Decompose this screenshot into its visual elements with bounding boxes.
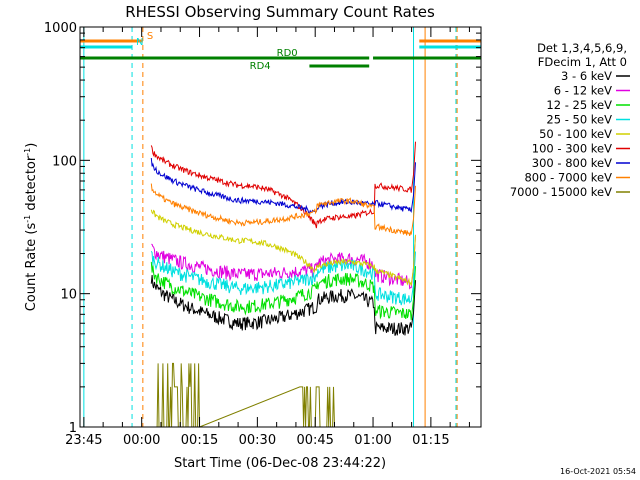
- series-line: [151, 234, 416, 290]
- flag-label: N: [136, 37, 143, 48]
- axis-layer: 23:45 00:00 00:15 00:30 00:45 01:00 01:15 1 10 10…: [44, 21, 481, 448]
- flag-layer: SN RD0 RD4: [80, 31, 481, 72]
- series-line: [151, 362, 339, 428]
- x-tick-label: 00:00: [123, 433, 160, 448]
- legend-header-line2: FDecim 1, Att 0: [538, 55, 627, 69]
- legend-label: 25 - 50 keV: [546, 113, 612, 127]
- legend-label: 50 - 100 keV: [539, 127, 612, 141]
- y-axis-label: Count Rate (s-1 detector-1): [23, 143, 39, 312]
- y-label-sup2: -1: [23, 148, 32, 156]
- legend: Det 1,3,4,5,6,9, FDecim 1, Att 0 3 - 6 k…: [510, 41, 630, 199]
- x-tick-label: 01:00: [354, 433, 391, 448]
- flag-label: RD0: [277, 48, 298, 59]
- x-tick-label: 23:45: [65, 433, 102, 448]
- y-label-end: ): [24, 143, 39, 148]
- flag-label: RD4: [250, 61, 271, 72]
- x-tick-label: 00:30: [239, 433, 276, 448]
- legend-label: 6 - 12 keV: [554, 84, 612, 98]
- y-label-sup1: -1: [23, 215, 32, 223]
- y-tick-label: 100: [52, 154, 77, 169]
- y-label-main: Count Rate (s: [24, 223, 39, 312]
- legend-label: 3 - 6 keV: [561, 69, 612, 83]
- x-tick-label: 00:45: [296, 433, 333, 448]
- series-line: [150, 141, 416, 229]
- legend-header-line1: Det 1,3,4,5,6,9,: [537, 41, 627, 55]
- x-tick-label: 00:15: [181, 433, 218, 448]
- series-line: [150, 250, 416, 306]
- flag-label: S: [147, 31, 153, 42]
- x-tick-label: 01:15: [412, 433, 449, 448]
- series-line: [150, 275, 416, 336]
- legend-label: 800 - 7000 keV: [524, 171, 612, 185]
- series-line: [150, 261, 416, 321]
- generated-timestamp: 16-Oct-2021 05:54: [560, 467, 636, 476]
- series-line: [150, 209, 416, 286]
- y-tick-label: 1000: [44, 21, 77, 36]
- y-tick-label: 10: [60, 288, 77, 303]
- series-line: [150, 183, 416, 237]
- series-line: [150, 157, 416, 214]
- x-axis-label: Start Time (06-Dec-08 23:44:22): [174, 456, 386, 471]
- legend-label: 12 - 25 keV: [546, 98, 612, 112]
- legend-label: 100 - 300 keV: [532, 142, 612, 156]
- y-label-mid: detector: [24, 155, 39, 215]
- plot-frame: [79, 26, 482, 428]
- legend-label: 7000 - 15000 keV: [510, 185, 612, 199]
- legend-label: 300 - 800 keV: [532, 156, 612, 170]
- overlay-lines: [83, 27, 458, 427]
- y-tick-label: 1: [69, 421, 77, 436]
- chart-title: RHESSI Observing Summary Count Rates: [125, 3, 435, 21]
- series-layer: [150, 141, 416, 428]
